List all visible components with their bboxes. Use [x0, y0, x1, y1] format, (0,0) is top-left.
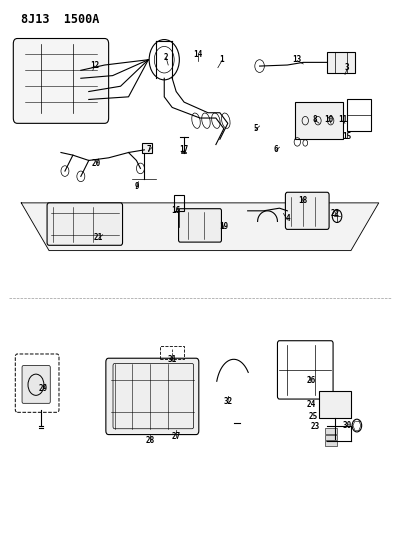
- Bar: [325, 441, 337, 446]
- FancyBboxPatch shape: [47, 203, 122, 245]
- FancyBboxPatch shape: [178, 209, 222, 242]
- Text: 27: 27: [172, 432, 181, 441]
- Text: 25: 25: [308, 411, 318, 421]
- Text: 16: 16: [172, 206, 181, 215]
- Text: 4: 4: [285, 214, 290, 223]
- Text: 10: 10: [324, 115, 334, 124]
- Text: 26: 26: [306, 376, 316, 385]
- Text: 29: 29: [38, 384, 48, 393]
- FancyBboxPatch shape: [286, 192, 329, 229]
- Text: 32: 32: [223, 397, 232, 406]
- Text: 7: 7: [146, 146, 151, 155]
- Text: 17: 17: [180, 146, 189, 155]
- Text: 31: 31: [168, 355, 177, 364]
- Text: 1: 1: [220, 55, 224, 64]
- Bar: [160, 346, 184, 359]
- Bar: [325, 434, 337, 440]
- Text: 5: 5: [253, 124, 258, 133]
- Text: 8: 8: [313, 115, 318, 124]
- FancyBboxPatch shape: [22, 366, 50, 403]
- Bar: [325, 428, 337, 433]
- FancyBboxPatch shape: [13, 38, 109, 123]
- Text: 18: 18: [299, 196, 308, 205]
- Bar: [295, 102, 343, 139]
- Polygon shape: [21, 203, 379, 251]
- Bar: [327, 52, 355, 73]
- Text: 20: 20: [92, 159, 101, 167]
- Text: 30: 30: [342, 421, 352, 430]
- Text: 21: 21: [94, 233, 103, 242]
- Text: 15: 15: [342, 132, 352, 141]
- Text: 23: 23: [310, 422, 320, 431]
- Text: 14: 14: [193, 50, 203, 59]
- Bar: [347, 100, 371, 131]
- Text: 11: 11: [338, 115, 348, 124]
- Text: 2: 2: [164, 53, 168, 62]
- Bar: [319, 391, 351, 418]
- Text: 6: 6: [273, 146, 278, 155]
- Text: 28: 28: [146, 436, 155, 445]
- FancyBboxPatch shape: [106, 358, 199, 434]
- Bar: [174, 195, 184, 211]
- Text: 3: 3: [345, 63, 349, 72]
- Text: 9: 9: [134, 182, 139, 191]
- Bar: [142, 143, 152, 152]
- Text: 22: 22: [330, 209, 340, 218]
- Text: 8J13  1500A: 8J13 1500A: [21, 13, 100, 27]
- Text: 12: 12: [90, 61, 99, 69]
- Text: 13: 13: [293, 55, 302, 64]
- Text: 19: 19: [219, 222, 228, 231]
- Text: 24: 24: [306, 400, 316, 409]
